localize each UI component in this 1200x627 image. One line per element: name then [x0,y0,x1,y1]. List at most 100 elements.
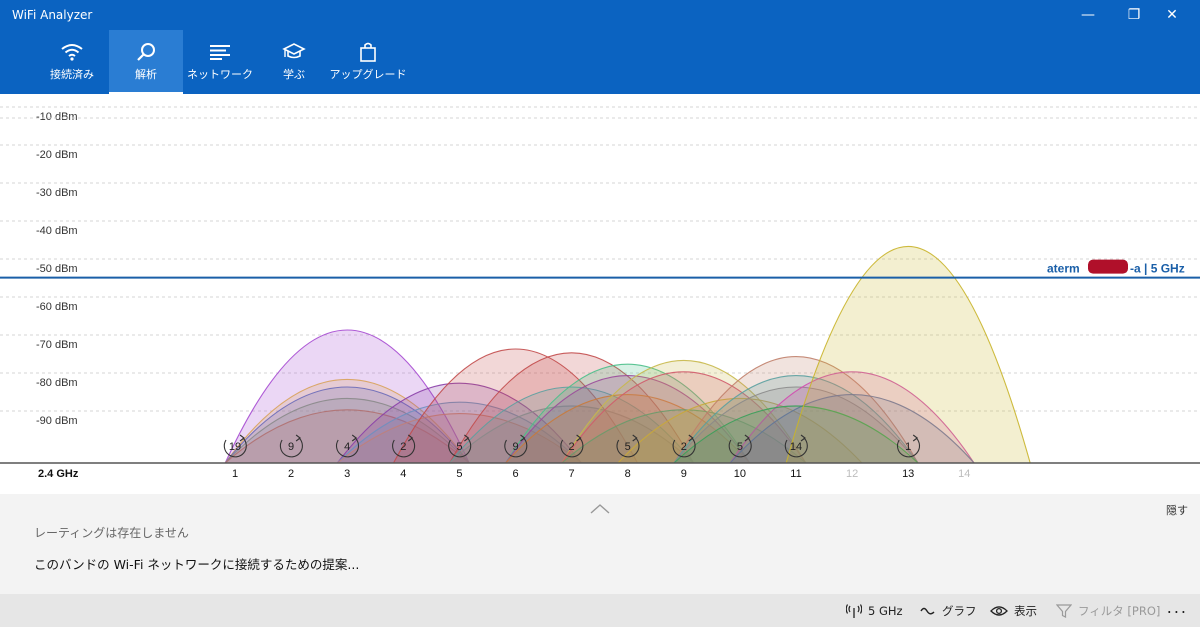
x-tick-label: 2 [288,468,294,480]
x-tick-label: 12 [846,468,858,480]
tab-analysis-label: 解析 [135,68,157,81]
band-button[interactable]: 5 GHz [846,594,903,627]
channel-count-label: 9 [512,441,518,453]
tab-analysis[interactable]: 解析 [109,30,183,94]
channel-count-label: 5 [737,441,743,453]
network-curve [729,371,976,464]
window-title: WiFi Analyzer [12,8,93,22]
wifi-icon [60,42,84,62]
channel-count-badge: 2 [560,434,584,458]
x-tick-label: 10 [734,468,746,480]
tab-network-label: ネットワーク [187,68,253,81]
channel-count-badge: 5 [728,434,752,458]
x-tick-label: 8 [625,468,631,480]
reference-label-suffix: -a | 5 GHz [1130,262,1185,276]
info-panel: 隠す レーティングは存在しません このバンドの Wi-Fi ネットワークに接続す… [0,494,1200,594]
channel-count-layer: 19 9 4 2 5 9 2 5 2 5 14 1 [223,434,921,458]
filter-label: フィルタ [PRO] [1078,603,1161,618]
network-curve [224,386,471,464]
suggestion-text[interactable]: このバンドの Wi-Fi ネットワークに接続するための提案... [34,557,360,572]
x-tick-label: 5 [456,468,462,480]
x-tick-label: 6 [512,468,518,480]
refresh-circle-icon [784,437,808,458]
channel-count-label: 5 [625,441,631,453]
close-button[interactable]: ✕ [1166,7,1178,23]
reference-layer: aterm -a | 5 GHz [0,259,1200,279]
minimize-button[interactable]: — [1081,7,1095,23]
y-tick-label: -50 dBm [36,263,78,275]
tab-learn-label: 学ぶ [283,68,305,81]
x-tick-label: 7 [569,468,575,480]
arrow-head [800,434,806,442]
graph-label: グラフ [942,603,977,618]
filter-button[interactable]: フィルタ [PRO] [1056,594,1160,627]
y-tick-label: -80 dBm [36,377,78,389]
grid-layer: -10 dBm -20 dBm -30 dBm -40 dBm -50 dBm -60 d… [0,106,1200,427]
channel-count-label: 4 [344,441,350,453]
channel-count-badge: 19 [223,434,247,458]
more-options-button[interactable]: ... [1166,598,1188,617]
graph-button[interactable]: グラフ [920,594,977,627]
channel-count-label: 2 [569,441,575,453]
y-tick-label: -70 dBm [36,339,78,351]
channel-count-badge: 2 [672,434,696,458]
rating-text: レーティングは存在しません [34,526,189,540]
filter-icon [1056,603,1072,618]
view-button[interactable]: 表示 [990,594,1037,627]
axis-layer: 2.4 GHz 1 2 3 4 5 6 7 8 9 10 11 12 13 14 [0,462,1200,480]
view-label: 表示 [1014,603,1037,618]
band-axis-label: 2.4 GHz [38,468,79,480]
refresh-circle-icon [560,437,584,458]
channel-count-label: 9 [288,441,294,453]
channel-count-badge: 1 [896,434,921,458]
hide-link[interactable]: 隠す [1166,504,1188,517]
refresh-circle-icon [448,437,472,458]
y-tick-label: -10 dBm [36,111,78,123]
network-curve [224,329,471,464]
channel-count-badge: 2 [392,434,416,458]
tab-connected[interactable]: 接続済み [35,30,109,94]
channel-graph: -10 dBm -20 dBm -30 dBm -40 dBm -50 dBm -60 d… [0,94,1200,494]
arrow-head [351,434,358,442]
refresh-circle-icon [279,437,303,458]
arrow-head [407,434,414,442]
refresh-circle-icon [728,437,752,458]
channel-count-label: 2 [400,441,406,453]
tab-upgrade[interactable]: アップグレード [329,30,407,94]
x-tick-label: 14 [958,468,970,480]
tab-learn[interactable]: 学ぶ [257,30,331,94]
channel-count-label: 1 [905,441,911,453]
channel-count-badge: 5 [448,434,472,458]
refresh-circle-icon [672,437,696,458]
network-curve [785,246,1031,464]
expand-caret-icon[interactable] [590,500,610,519]
arrow-head [464,434,470,442]
network-curve [560,371,807,464]
refresh-circle-icon [504,437,528,458]
arrow-head [239,434,245,442]
channel-count-label: 14 [790,441,802,453]
graph-icon [920,607,935,614]
bottom-toolbar: 5 GHz グラフ 表示 フィルタ [PRO] ... [0,594,1200,627]
arrow-head [295,434,302,442]
refresh-circle-icon [896,437,921,458]
band-label: 5 GHz [868,603,903,618]
refresh-circle-icon [616,437,640,458]
antenna-icon [846,603,862,618]
tab-network[interactable]: ネットワーク [183,30,257,94]
x-tick-label: 3 [344,468,350,480]
refresh-circle-icon [335,437,360,458]
x-tick-label: 13 [902,468,914,480]
reference-label: aterm [1047,262,1080,276]
y-tick-label: -20 dBm [36,149,78,161]
arrow-head [688,434,694,442]
tab-connected-label: 接続済み [50,68,94,81]
eye-icon [990,605,1008,616]
restore-button[interactable]: ❐ [1127,7,1141,23]
arrow-head [632,434,638,442]
network-curve [504,375,751,464]
list-icon [208,42,232,62]
tab-upgrade-label: アップグレード [329,68,407,81]
y-tick-label: -60 dBm [36,301,78,313]
arrow-head [744,434,750,442]
